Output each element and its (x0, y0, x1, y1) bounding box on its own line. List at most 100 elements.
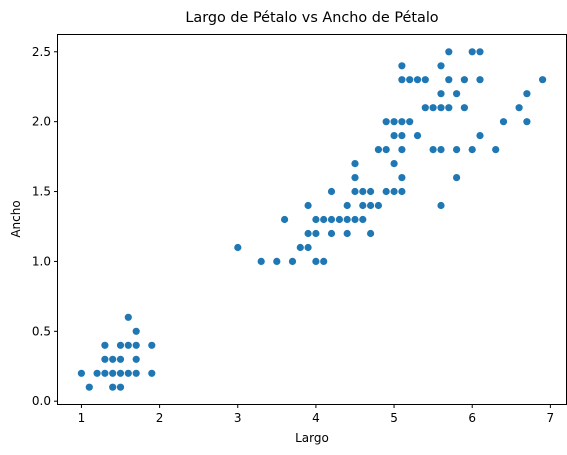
data-point (281, 215, 289, 224)
x-tick-label: 5 (390, 411, 398, 425)
data-point (335, 215, 343, 224)
data-point (327, 215, 336, 224)
data-point (398, 187, 406, 196)
data-point (116, 355, 125, 363)
data-point (429, 146, 437, 154)
data-point (343, 215, 351, 224)
data-point (359, 187, 367, 196)
data-point (367, 229, 375, 238)
data-point (398, 174, 406, 182)
data-point (499, 118, 508, 126)
data-point (367, 201, 375, 210)
y-tick-label: 0.0 (32, 394, 51, 408)
x-tick-label: 2 (156, 411, 164, 425)
data-point (398, 76, 406, 84)
data-point (515, 104, 523, 112)
data-point (359, 215, 367, 224)
y-tick-label: 2.0 (32, 115, 51, 129)
data-point (437, 90, 445, 98)
data-point (327, 187, 336, 196)
data-point (304, 243, 312, 252)
data-point (398, 132, 406, 140)
data-point (382, 118, 390, 126)
data-point (132, 341, 140, 349)
data-point (453, 174, 461, 182)
x-tick-label: 3 (234, 411, 242, 425)
data-point (398, 62, 406, 70)
data-point (382, 187, 390, 196)
data-point (288, 257, 297, 265)
data-point (421, 76, 429, 84)
data-point (359, 201, 367, 210)
x-tick-label: 6 (468, 411, 476, 425)
data-point (413, 76, 422, 84)
x-tick-label: 7 (547, 411, 555, 425)
y-tick-label: 2.5 (32, 45, 51, 59)
data-point (374, 201, 382, 210)
data-point (437, 146, 445, 154)
data-point (406, 118, 414, 126)
data-point (101, 341, 109, 349)
data-point (406, 76, 414, 84)
data-point (234, 243, 242, 252)
data-point (523, 90, 531, 98)
data-point (468, 48, 476, 56)
data-point (132, 369, 140, 377)
data-point (320, 215, 328, 224)
data-point (93, 369, 101, 377)
data-point (85, 383, 93, 391)
data-point (460, 76, 468, 84)
data-point (390, 187, 398, 196)
data-point (351, 215, 359, 224)
data-point (351, 160, 359, 168)
data-point (382, 146, 390, 154)
data-point (296, 243, 304, 252)
data-point (304, 229, 312, 238)
data-point (539, 76, 547, 84)
data-point (445, 104, 453, 112)
data-point (312, 229, 320, 238)
data-point (312, 257, 320, 265)
data-point (453, 90, 461, 98)
y-axis-label: Ancho (9, 200, 23, 237)
data-point (101, 369, 109, 377)
x-axis-ticks: 1 2 3 4 5 6 7 (78, 404, 555, 425)
data-point (304, 201, 312, 210)
data-point (390, 160, 398, 168)
data-point (320, 257, 328, 265)
x-axis-label: Largo (295, 431, 329, 445)
data-point (124, 313, 132, 321)
data-point (390, 118, 398, 126)
data-point (367, 187, 375, 196)
data-point (351, 174, 359, 182)
data-point (148, 341, 156, 349)
data-point (109, 355, 117, 363)
data-points (77, 48, 547, 391)
data-point (460, 104, 468, 112)
data-point (77, 369, 85, 377)
y-tick-label: 0.5 (32, 324, 51, 338)
data-point (421, 104, 429, 112)
data-point (116, 341, 125, 349)
data-point (374, 146, 382, 154)
data-point (273, 257, 281, 265)
chart-title: Largo de Pétalo vs Ancho de Pétalo (185, 10, 438, 26)
data-point (257, 257, 265, 265)
data-point (109, 369, 117, 377)
data-point (116, 383, 125, 391)
x-tick-label: 1 (78, 411, 86, 425)
data-point (476, 48, 484, 56)
x-tick-label: 4 (312, 411, 320, 425)
data-point (390, 132, 398, 140)
data-point (437, 201, 445, 210)
data-point (109, 383, 117, 391)
data-point (523, 118, 531, 126)
data-point (445, 76, 453, 84)
data-point (476, 76, 484, 84)
data-point (132, 327, 140, 335)
data-point (437, 104, 445, 112)
data-point (445, 48, 453, 56)
y-tick-label: 1.5 (32, 185, 51, 199)
